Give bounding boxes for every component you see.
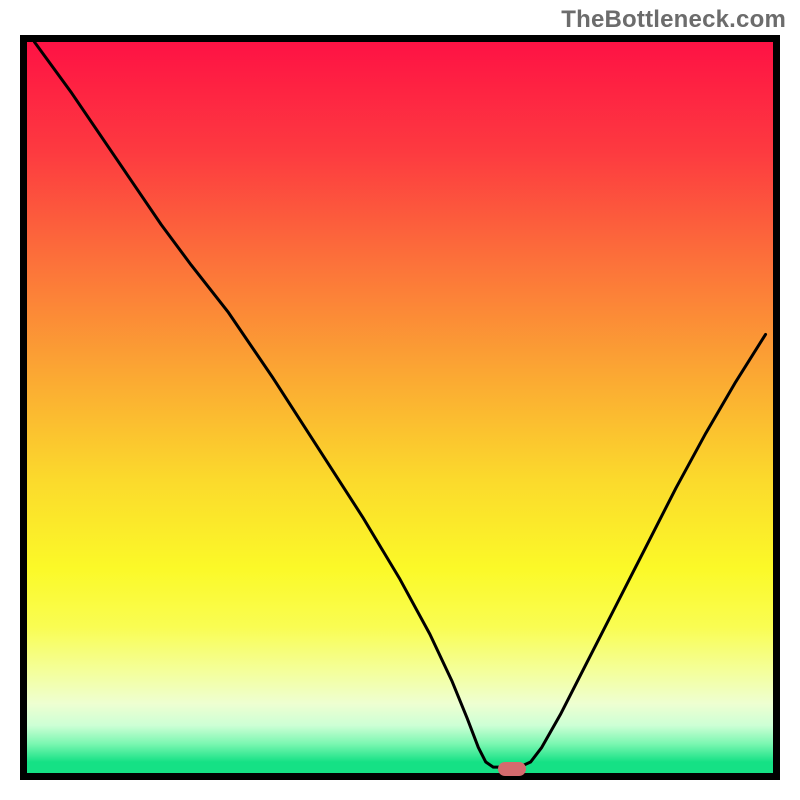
optimal-marker [498,762,526,776]
chart-root: TheBottleneck.com [0,0,800,800]
gradient-background [27,42,773,773]
plot-svg [0,0,800,800]
watermark-label: TheBottleneck.com [561,6,786,34]
